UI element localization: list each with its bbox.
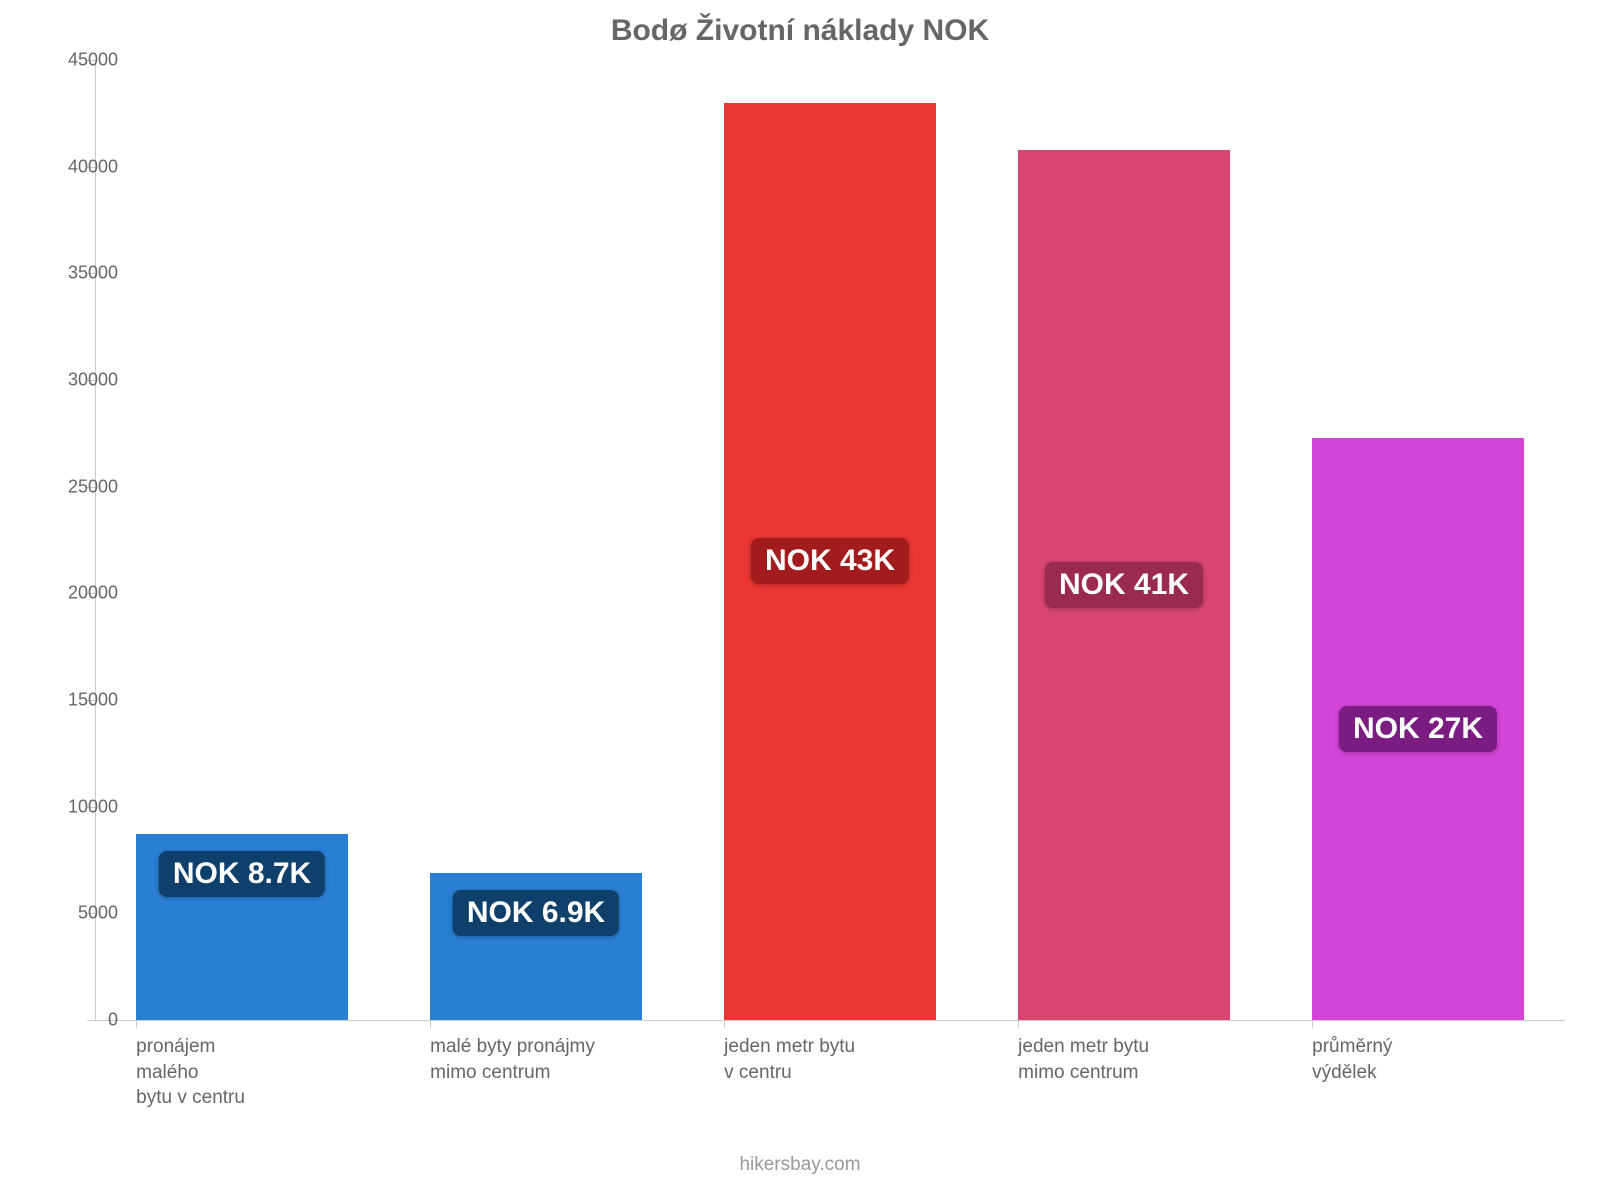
y-tick-label: 30000: [68, 370, 118, 391]
x-tick-label: malé byty pronájmymimo centrum: [430, 1034, 650, 1085]
value-badge: NOK 41K: [1045, 562, 1203, 608]
y-tick-label: 0: [108, 1010, 118, 1031]
y-tick: [87, 1020, 95, 1021]
x-tick: [1018, 1020, 1019, 1028]
x-axis-line: [95, 1020, 1565, 1021]
x-tick-label: průměrnývýdělek: [1312, 1034, 1532, 1085]
attribution-text: hikersbay.com: [0, 1154, 1600, 1176]
value-badge: NOK 6.9K: [453, 890, 619, 936]
y-tick-label: 25000: [68, 476, 118, 497]
y-tick-label: 15000: [68, 690, 118, 711]
x-tick: [430, 1020, 431, 1028]
x-tick: [136, 1020, 137, 1028]
x-tick-label: jeden metr bytumimo centrum: [1018, 1034, 1238, 1085]
plot-area: pronájemmaléhobytu v centruNOK 8.7Kmalé …: [95, 60, 1565, 1020]
value-badge: NOK 43K: [751, 538, 909, 584]
y-tick-label: 40000: [68, 156, 118, 177]
y-tick-label: 5000: [78, 903, 118, 924]
y-tick-label: 10000: [68, 796, 118, 817]
y-tick-label: 45000: [68, 50, 118, 71]
cost-of-living-chart: Bodø Životní náklady NOK pronájemmaléhob…: [0, 0, 1600, 1200]
value-badge: NOK 8.7K: [159, 851, 325, 897]
x-tick-label: jeden metr bytuv centru: [724, 1034, 944, 1085]
chart-title: Bodø Životní náklady NOK: [0, 14, 1600, 48]
y-tick-label: 35000: [68, 263, 118, 284]
x-tick: [724, 1020, 725, 1028]
y-axis-line: [95, 60, 96, 1020]
x-tick: [1312, 1020, 1313, 1028]
value-badge: NOK 27K: [1339, 706, 1497, 752]
x-tick-label: pronájemmaléhobytu v centru: [136, 1034, 356, 1111]
y-tick-label: 20000: [68, 583, 118, 604]
